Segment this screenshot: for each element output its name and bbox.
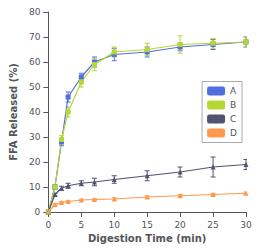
svg-text:20: 20 — [174, 220, 186, 230]
svg-text:A: A — [230, 86, 237, 96]
svg-text:0: 0 — [35, 207, 41, 217]
svg-text:B: B — [230, 100, 236, 110]
svg-text:5: 5 — [78, 220, 84, 230]
svg-text:FFA Released (%): FFA Released (%) — [8, 63, 19, 161]
svg-text:0: 0 — [45, 220, 51, 230]
svg-text:10: 10 — [29, 182, 41, 192]
svg-text:10: 10 — [109, 220, 121, 230]
svg-text:80: 80 — [29, 7, 41, 17]
svg-text:50: 50 — [29, 82, 41, 92]
svg-text:20: 20 — [29, 157, 41, 167]
svg-text:C: C — [230, 114, 236, 124]
svg-text:15: 15 — [141, 220, 152, 230]
svg-text:25: 25 — [207, 220, 218, 230]
svg-text:D: D — [230, 128, 237, 138]
svg-text:60: 60 — [29, 57, 41, 67]
svg-text:30: 30 — [29, 132, 41, 142]
svg-text:70: 70 — [29, 32, 41, 42]
svg-text:40: 40 — [29, 107, 41, 117]
svg-text:30: 30 — [240, 220, 252, 230]
svg-text:Digestion Time (min): Digestion Time (min) — [88, 233, 206, 244]
